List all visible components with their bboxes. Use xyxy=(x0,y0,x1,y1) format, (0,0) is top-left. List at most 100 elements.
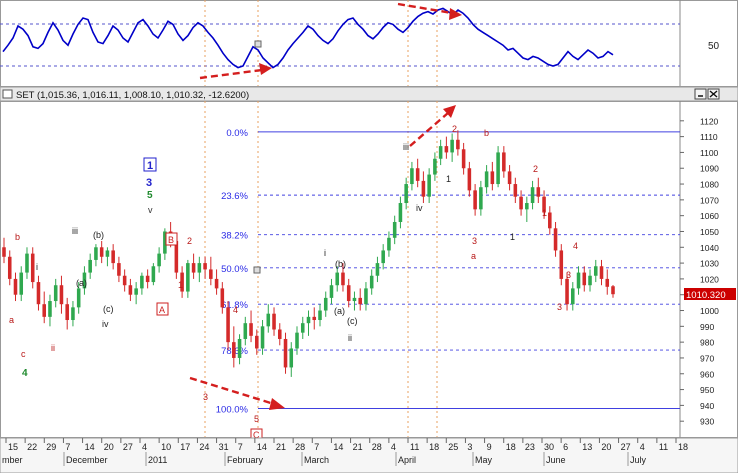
candle xyxy=(392,215,397,245)
candle-body xyxy=(605,278,610,287)
candle-body xyxy=(559,250,564,279)
candle-body xyxy=(237,338,242,358)
candle-body xyxy=(36,282,41,305)
price-tick-label: 1070 xyxy=(700,195,719,205)
trend-arrow-indicator-low xyxy=(199,63,272,80)
candle-body xyxy=(94,247,98,260)
wave-label-black: (a) xyxy=(334,306,345,316)
candle xyxy=(323,291,328,317)
candle-body xyxy=(381,250,385,264)
time-tick-label: 29 xyxy=(46,442,56,452)
time-tick-label: 20 xyxy=(104,442,114,452)
candle-body xyxy=(438,146,443,159)
candle-body xyxy=(433,158,437,175)
svg-text:B: B xyxy=(168,235,174,245)
time-tick-label: 10 xyxy=(161,442,171,452)
candle-body xyxy=(364,288,368,305)
time-tick-label: 14 xyxy=(257,442,267,452)
candle xyxy=(7,250,12,286)
candle-body xyxy=(65,304,69,321)
candle xyxy=(283,332,288,374)
wave-label-black: (b) xyxy=(93,230,104,240)
time-tick-label: 7 xyxy=(314,442,319,452)
candle xyxy=(214,269,219,295)
candle xyxy=(364,282,368,311)
price-tick-label: 970 xyxy=(700,353,714,363)
candle xyxy=(94,244,98,267)
time-tick-label: 4 xyxy=(640,442,645,452)
candle xyxy=(266,304,271,333)
month-label: March xyxy=(304,455,329,465)
candle xyxy=(387,231,391,257)
indicator-line xyxy=(2,7,614,69)
candle-body xyxy=(13,278,18,295)
candle xyxy=(571,282,575,311)
wave-label-red: 2 xyxy=(533,164,538,174)
wave-label-red: b xyxy=(484,128,489,138)
candle xyxy=(105,247,110,267)
candle xyxy=(53,278,58,308)
candle xyxy=(209,256,213,286)
candle xyxy=(220,282,225,314)
candle xyxy=(306,310,311,336)
candle xyxy=(433,152,437,181)
candle-body xyxy=(519,196,523,210)
time-tick-label: 27 xyxy=(123,442,133,452)
candle xyxy=(163,228,167,260)
candle-body xyxy=(513,184,518,197)
candle-body xyxy=(2,247,6,257)
candle xyxy=(467,161,472,197)
indicator-handle-icon[interactable] xyxy=(254,40,262,48)
candle xyxy=(255,329,259,355)
candle-body xyxy=(358,297,362,305)
candle xyxy=(295,326,299,355)
wave-label-red: 2 xyxy=(187,236,192,246)
candle xyxy=(140,272,144,295)
time-tick-label: 7 xyxy=(238,442,243,452)
close-button[interactable] xyxy=(707,88,720,100)
candle-body xyxy=(48,301,52,317)
candle xyxy=(76,282,81,314)
fib-level-label: 23.6% xyxy=(221,191,248,202)
candle-body xyxy=(496,152,500,185)
time-tick-label: 14 xyxy=(85,442,95,452)
price-tick-label: 940 xyxy=(700,401,714,411)
vertical-time-markers xyxy=(204,101,438,437)
candle xyxy=(277,323,282,346)
wave-label-v: v xyxy=(148,205,153,215)
candle-body xyxy=(461,149,466,169)
trend-arrow-indicator-high xyxy=(397,2,462,20)
time-tick-label: 24 xyxy=(199,442,209,452)
candle-body xyxy=(295,332,299,349)
candle xyxy=(117,256,121,283)
fib-level-label: 50.0% xyxy=(221,264,248,275)
candle xyxy=(82,266,87,295)
candle xyxy=(335,266,340,292)
month-label: mber xyxy=(2,455,23,465)
candle xyxy=(427,168,431,204)
candle-body xyxy=(59,285,64,305)
candle-body xyxy=(25,253,29,273)
price-tick-label: 980 xyxy=(700,338,714,348)
candle-body xyxy=(128,285,133,295)
minimize-button[interactable] xyxy=(694,88,707,100)
candle-body xyxy=(387,237,391,251)
candle xyxy=(289,342,294,377)
candle-body xyxy=(306,316,311,324)
indicator-scale-label: 50 xyxy=(708,41,720,52)
fib-handle-icon[interactable] xyxy=(253,266,261,274)
candle-body xyxy=(341,272,345,286)
candle xyxy=(542,190,546,219)
wave-label-black: iv xyxy=(416,203,423,213)
candle-body xyxy=(214,278,219,289)
candle xyxy=(99,240,104,264)
candle-body xyxy=(507,171,512,185)
candle-body xyxy=(404,184,408,204)
candle-body xyxy=(122,275,127,286)
price-tick-label: 990 xyxy=(700,322,714,332)
month-label: February xyxy=(227,455,264,465)
candle xyxy=(496,146,500,188)
candle xyxy=(415,158,420,188)
candle xyxy=(122,269,127,292)
candle xyxy=(519,190,523,216)
